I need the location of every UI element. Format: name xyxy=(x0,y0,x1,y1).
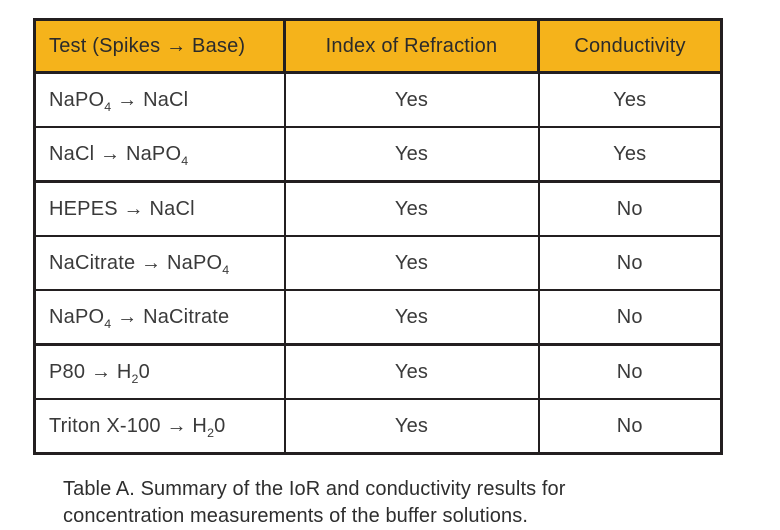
cell-conductivity: No xyxy=(537,180,723,237)
cell-conductivity: No xyxy=(537,235,723,291)
cell-test: NaPO4 → NaCl xyxy=(33,71,286,128)
column-header-test: Test (Spikes → Base) xyxy=(33,18,286,74)
cell-ior: Yes xyxy=(283,71,540,128)
cell-ior: Yes xyxy=(283,398,540,455)
table-row: NaCl → NaPO4 Yes Yes xyxy=(33,126,723,183)
column-header-index-of-refraction: Index of Refraction xyxy=(283,18,540,74)
table-caption: Table A. Summary of the IoR and conducti… xyxy=(63,478,566,527)
cell-ior: Yes xyxy=(283,343,540,400)
table-row: NaPO4 → NaCl Yes Yes xyxy=(33,71,723,128)
cell-conductivity: Yes xyxy=(537,71,723,128)
column-header-conductivity: Conductivity xyxy=(537,18,723,74)
table-row: HEPES → NaCl Yes No xyxy=(33,180,723,237)
table-header: Test (Spikes → Base) Index of Refraction… xyxy=(33,18,723,74)
cell-test: NaCl → NaPO4 xyxy=(33,126,286,183)
cell-conductivity: No xyxy=(537,398,723,455)
cell-test: NaPO4 → NaCitrate xyxy=(33,289,286,346)
cell-ior: Yes xyxy=(283,235,540,291)
cell-ior: Yes xyxy=(283,126,540,183)
table-body: NaPO4 → NaCl Yes Yes NaCl → NaPO4 Yes Ye… xyxy=(33,71,723,455)
cell-test: P80 → H20 xyxy=(33,343,286,400)
cell-test: HEPES → NaCl xyxy=(33,180,286,237)
cell-conductivity: Yes xyxy=(537,126,723,183)
results-table: Test (Spikes → Base) Index of Refraction… xyxy=(33,18,723,455)
table-row: NaCitrate → NaPO4 Yes No xyxy=(33,235,723,291)
table-row: NaPO4 → NaCitrate Yes No xyxy=(33,289,723,346)
cell-conductivity: No xyxy=(537,343,723,400)
cell-test: NaCitrate → NaPO4 xyxy=(33,235,286,291)
cell-test: Triton X-100 → H20 xyxy=(33,398,286,455)
cell-ior: Yes xyxy=(283,180,540,237)
cell-conductivity: No xyxy=(537,289,723,346)
table-row: P80 → H20 Yes No xyxy=(33,343,723,400)
header-row: Test (Spikes → Base) Index of Refraction… xyxy=(33,18,723,74)
table-row: Triton X-100 → H20 Yes No xyxy=(33,398,723,455)
cell-ior: Yes xyxy=(283,289,540,346)
